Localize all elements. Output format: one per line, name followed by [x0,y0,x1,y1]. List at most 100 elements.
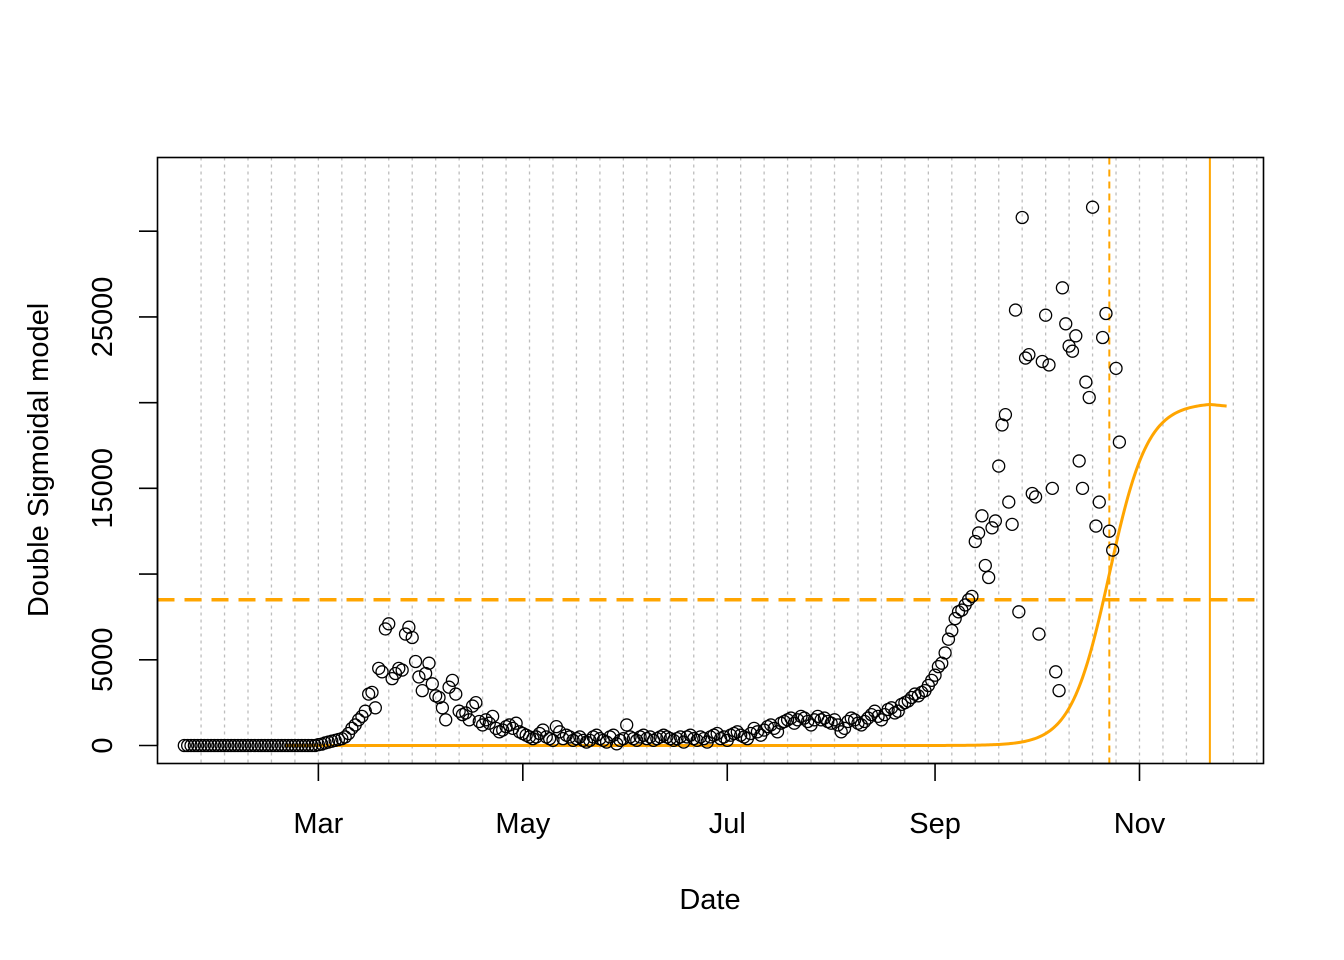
data-point [790,713,805,727]
data-point [264,738,279,753]
x-tick-label: Mar [293,808,343,840]
y-axis-label: Double Sigmoidal model [23,303,55,617]
data-point [482,716,496,730]
data-point [807,713,822,727]
data-point [891,704,905,718]
data-point [1028,490,1043,504]
plot-box [156,156,1265,765]
data-point [368,701,383,715]
data-point [1092,495,1106,509]
data-point [449,687,463,701]
data-point [968,534,982,549]
data-point [241,738,255,753]
data-point [861,711,875,725]
data-point [435,701,450,715]
data-point [589,728,604,742]
data-point [1022,347,1036,362]
data-point [207,738,222,753]
data-point [445,673,460,688]
data-point [452,704,466,718]
data-point [948,611,962,626]
data-point [992,459,1006,473]
data-point [181,738,195,753]
data-point [1005,517,1019,532]
data-point [767,721,781,736]
data-point [382,617,396,631]
data-point [1095,330,1110,345]
data-point [643,730,657,744]
data-point [278,738,292,753]
data-point [630,733,644,748]
data-point [834,725,848,739]
data-point [224,738,238,753]
data-point [1012,605,1026,619]
data-point [697,731,711,746]
data-point [271,738,285,753]
data-point [858,714,872,729]
data-point [988,514,1003,528]
data-point [831,718,845,732]
data-point [375,665,389,679]
data-point [824,716,838,730]
data-point [288,738,302,753]
data-point [204,738,218,753]
data-point [268,738,282,753]
data-point [412,670,426,684]
x-tick-label: May [495,808,550,840]
data-point [683,728,698,742]
data-point [1008,303,1023,317]
y-axis: 0 5000 15000 25000 [87,230,159,754]
x-axis-label: Date [679,884,740,916]
data-point [462,713,476,727]
data-point [187,738,202,753]
data-point [941,632,956,646]
data-point [358,704,372,718]
data-point [227,738,242,753]
data-point [439,713,453,727]
data-point [982,570,996,585]
data-point [911,689,925,703]
data-point [405,630,419,645]
data-point [485,709,500,724]
data-point [291,738,305,753]
data-point [415,683,429,698]
model-curve-layer [284,402,1227,747]
data-point [211,738,225,753]
data-point [425,677,439,691]
data-point [398,627,413,641]
data-point [274,738,289,753]
data-point [1055,281,1070,295]
data-point [770,725,785,739]
data-point [351,713,366,727]
data-point [1112,435,1127,449]
data-point [459,706,473,720]
data-point [1069,329,1083,343]
data-point [965,589,979,604]
data-point [248,738,262,753]
data-point [1045,481,1059,496]
data-point [479,713,493,727]
data-point [1089,519,1103,533]
data-point [1075,481,1090,496]
data-point [234,738,248,753]
data-point [717,730,731,744]
data-point [509,716,523,730]
data-point [871,709,885,724]
data-point [817,711,832,725]
y-tick-label: 0 [87,737,119,753]
data-point [747,721,761,736]
data-point [536,723,550,737]
data-point [931,659,946,674]
data-point [231,738,245,753]
data-point [201,738,215,753]
data-point [1065,344,1080,358]
data-point [469,695,483,710]
data-point [258,738,272,753]
data-point [194,738,208,753]
data-point [529,730,543,744]
data-point [1002,495,1016,509]
y-tick-label: 5000 [87,628,119,693]
data-point [606,728,620,742]
weekly-gridlines [200,157,1258,764]
